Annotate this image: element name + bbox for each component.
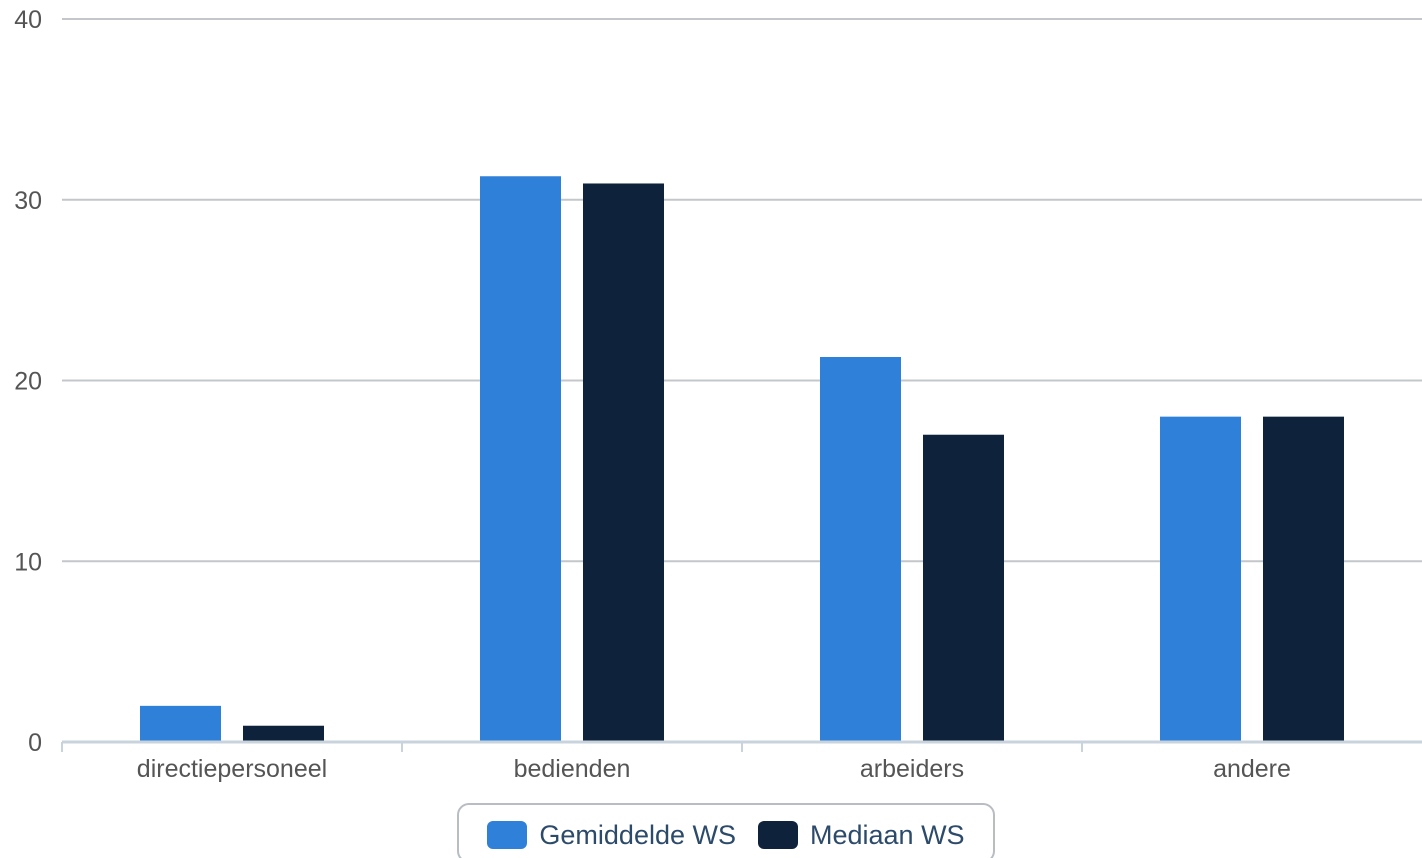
bars bbox=[140, 176, 1344, 743]
x-axis-labels: directiepersoneel bedienden arbeiders ander… bbox=[137, 755, 1291, 783]
legend-label-mediaan: Mediaan WS bbox=[810, 820, 965, 850]
legend-label-gemiddelde: Gemiddelde WS bbox=[539, 820, 736, 850]
legend-item-mediaan[interactable]: Mediaan WS bbox=[758, 821, 965, 849]
bar-bedienden-mediaan[interactable] bbox=[583, 183, 664, 743]
x-tick-label-directiepersoneel: directiepersoneel bbox=[137, 755, 327, 783]
bar-directiepersoneel-mediaan[interactable] bbox=[243, 725, 324, 742]
y-tick-label-0: 0 bbox=[28, 729, 42, 757]
x-axis bbox=[61, 740, 1422, 752]
y-tick-label-40: 40 bbox=[14, 6, 42, 34]
y-tick-label-20: 20 bbox=[14, 368, 42, 396]
y-tick-label-10: 10 bbox=[14, 548, 42, 576]
legend: Gemiddelde WS Mediaan WS bbox=[457, 803, 995, 858]
y-tick-label-30: 30 bbox=[14, 187, 42, 215]
x-tick-label-bedienden: bedienden bbox=[514, 755, 631, 783]
bar-andere-gemiddelde[interactable] bbox=[1160, 416, 1241, 742]
legend-swatch-mediaan bbox=[758, 821, 798, 849]
bar-arbeiders-gemiddelde[interactable] bbox=[820, 357, 901, 742]
legend-item-gemiddelde[interactable]: Gemiddelde WS bbox=[487, 821, 736, 849]
x-tick-label-arbeiders: arbeiders bbox=[860, 755, 964, 783]
bar-bedienden-gemiddelde[interactable] bbox=[480, 176, 561, 742]
x-tick-label-andere: andere bbox=[1213, 755, 1291, 783]
bar-directiepersoneel-gemiddelde[interactable] bbox=[140, 705, 221, 742]
legend-swatch-gemiddelde bbox=[487, 821, 528, 849]
bar-arbeiders-mediaan[interactable] bbox=[923, 434, 1004, 742]
y-axis-ticks: 0 10 20 30 40 bbox=[14, 6, 42, 757]
bar-andere-mediaan[interactable] bbox=[1263, 416, 1344, 742]
